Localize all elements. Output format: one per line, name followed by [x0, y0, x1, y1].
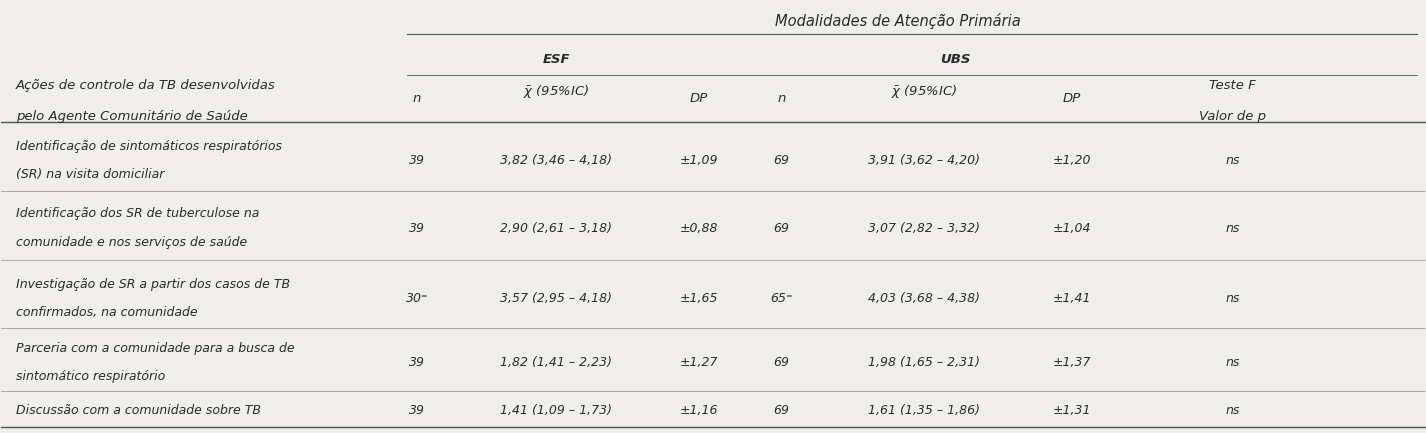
Text: Parceria com a comunidade para a busca de: Parceria com a comunidade para a busca d… — [16, 342, 294, 355]
Text: Modalidades de Atenção Primária: Modalidades de Atenção Primária — [776, 13, 1021, 29]
Text: 1,98 (1,65 – 2,31): 1,98 (1,65 – 2,31) — [867, 356, 980, 369]
Text: ±1,41: ±1,41 — [1052, 292, 1091, 305]
Text: 30⁼: 30⁼ — [405, 292, 428, 305]
Text: ESF: ESF — [543, 53, 570, 66]
Text: Valor de p: Valor de p — [1199, 110, 1266, 123]
Text: 39: 39 — [409, 404, 425, 417]
Text: sintomático respiratório: sintomático respiratório — [16, 371, 165, 384]
Text: Teste F: Teste F — [1209, 79, 1256, 92]
Text: ns: ns — [1225, 356, 1239, 369]
Text: 39: 39 — [409, 222, 425, 235]
Text: $\bar{\chi}$ (95%IC): $\bar{\chi}$ (95%IC) — [890, 83, 957, 100]
Text: 1,82 (1,41 – 2,23): 1,82 (1,41 – 2,23) — [501, 356, 612, 369]
Text: 69: 69 — [773, 356, 790, 369]
Text: 3,07 (2,82 – 3,32): 3,07 (2,82 – 3,32) — [867, 222, 980, 235]
Text: ±1,04: ±1,04 — [1052, 222, 1091, 235]
Text: 39: 39 — [409, 154, 425, 167]
Text: DP: DP — [1062, 92, 1081, 105]
Text: confirmados, na comunidade: confirmados, na comunidade — [16, 306, 197, 319]
Text: comunidade e nos serviços de saúde: comunidade e nos serviços de saúde — [16, 236, 247, 249]
Text: ±1,09: ±1,09 — [680, 154, 719, 167]
Text: ±1,31: ±1,31 — [1052, 404, 1091, 417]
Text: (SR) na visita domiciliar: (SR) na visita domiciliar — [16, 168, 164, 181]
Text: ±1,65: ±1,65 — [680, 292, 719, 305]
Text: ns: ns — [1225, 222, 1239, 235]
Text: 69: 69 — [773, 222, 790, 235]
Text: Identificação de sintomáticos respiratórios: Identificação de sintomáticos respiratór… — [16, 140, 281, 153]
Text: ns: ns — [1225, 292, 1239, 305]
Text: ns: ns — [1225, 154, 1239, 167]
Text: ±1,20: ±1,20 — [1052, 154, 1091, 167]
Text: Identificação dos SR de tuberculose na: Identificação dos SR de tuberculose na — [16, 207, 260, 220]
Text: 69: 69 — [773, 404, 790, 417]
Text: n: n — [777, 92, 786, 105]
Text: 3,57 (2,95 – 4,18): 3,57 (2,95 – 4,18) — [501, 292, 612, 305]
Text: Discussão com a comunidade sobre TB: Discussão com a comunidade sobre TB — [16, 404, 261, 417]
Text: UBS: UBS — [940, 53, 970, 66]
Text: ±1,16: ±1,16 — [680, 404, 719, 417]
Text: 65⁼: 65⁼ — [770, 292, 793, 305]
Text: ns: ns — [1225, 404, 1239, 417]
Text: 39: 39 — [409, 356, 425, 369]
Text: $\bar{\chi}$ (95%IC): $\bar{\chi}$ (95%IC) — [523, 83, 589, 100]
Text: ±1,37: ±1,37 — [1052, 356, 1091, 369]
Text: DP: DP — [690, 92, 707, 105]
Text: 1,61 (1,35 – 1,86): 1,61 (1,35 – 1,86) — [867, 404, 980, 417]
Text: 3,82 (3,46 – 4,18): 3,82 (3,46 – 4,18) — [501, 154, 612, 167]
Text: n: n — [412, 92, 421, 105]
Text: ±0,88: ±0,88 — [680, 222, 719, 235]
Text: 2,90 (2,61 – 3,18): 2,90 (2,61 – 3,18) — [501, 222, 612, 235]
Text: pelo Agente Comunitário de Saúde: pelo Agente Comunitário de Saúde — [16, 110, 247, 123]
Text: 1,41 (1,09 – 1,73): 1,41 (1,09 – 1,73) — [501, 404, 612, 417]
Text: 69: 69 — [773, 154, 790, 167]
Text: ±1,27: ±1,27 — [680, 356, 719, 369]
Text: 3,91 (3,62 – 4,20): 3,91 (3,62 – 4,20) — [867, 154, 980, 167]
Text: Investigação de SR a partir dos casos de TB: Investigação de SR a partir dos casos de… — [16, 278, 289, 291]
Text: 4,03 (3,68 – 4,38): 4,03 (3,68 – 4,38) — [867, 292, 980, 305]
Text: Ações de controle da TB desenvolvidas: Ações de controle da TB desenvolvidas — [16, 79, 275, 92]
